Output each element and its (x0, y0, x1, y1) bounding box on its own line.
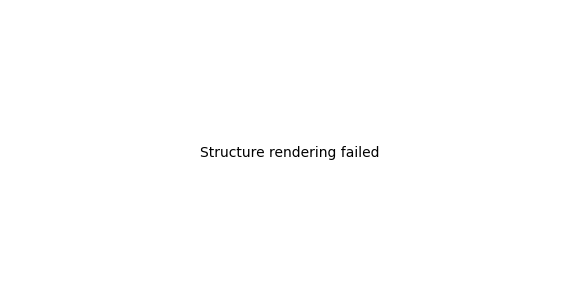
Text: Structure rendering failed: Structure rendering failed (200, 146, 379, 160)
